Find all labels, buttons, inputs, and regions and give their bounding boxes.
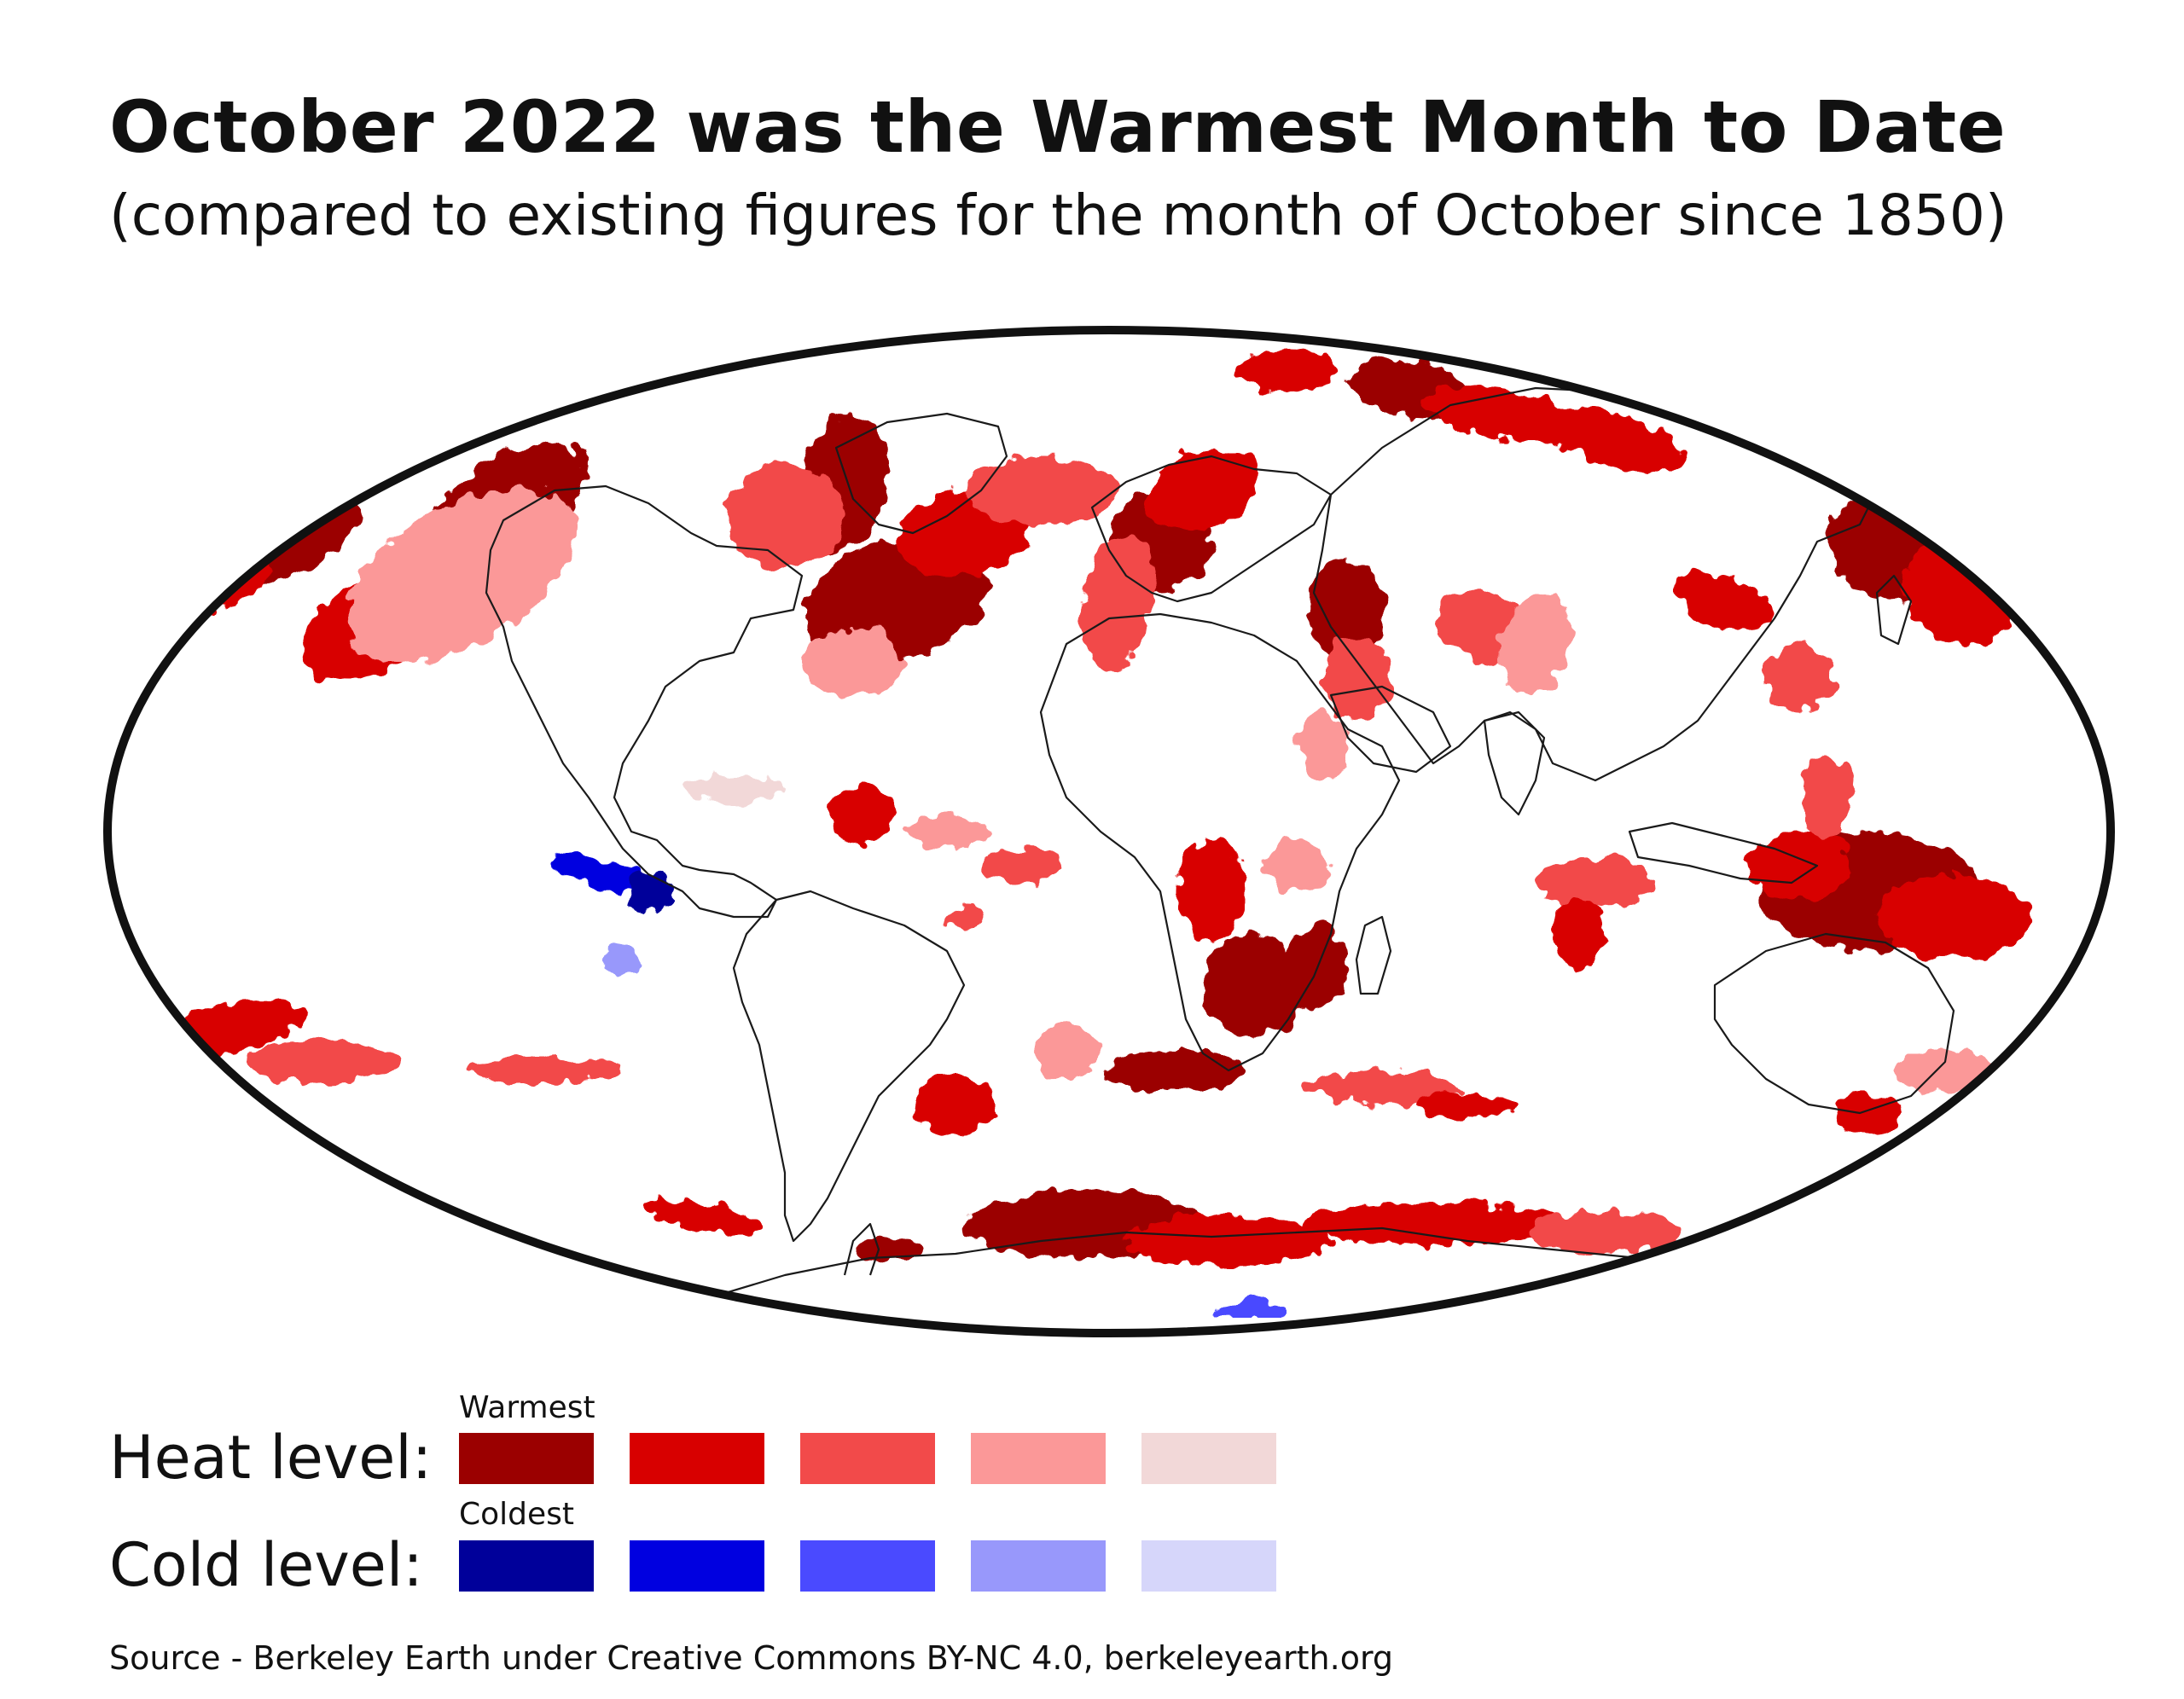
heat-level-label: Heat level: <box>109 1423 433 1493</box>
coastline-japan <box>1875 574 1913 646</box>
heat-anomaly-tropical-atlantic-49 <box>981 849 1066 883</box>
heat-anomaly-south-atlantic-south-indian-36 <box>1416 1092 1519 1117</box>
world-map <box>102 320 2116 1343</box>
heat-anomaly-new-zealand-56 <box>1834 1092 1902 1134</box>
heat-level-swatch-4 <box>971 1433 1106 1484</box>
heat-anomaly-northeast-asia-pacific-24 <box>1766 644 1834 712</box>
heat-anomaly-south-atlantic-south-indian-37 <box>1032 1028 1101 1079</box>
heat-level-swatch-1 <box>459 1433 594 1484</box>
coastline-new-zealand <box>1986 1090 2015 1153</box>
heat-anomaly-south-atlantic-south-indian-35 <box>1305 1070 1459 1105</box>
globe-background <box>107 330 2111 1333</box>
heat-anomaly-southern-africa-29 <box>1203 934 1305 1036</box>
cold-anomaly-eastern-tropical-pacific-2 <box>606 942 640 977</box>
coastline-south-america <box>732 890 966 1243</box>
heat-level-swatch-2 <box>630 1433 764 1484</box>
cold-level-swatch-5 <box>1141 1540 1276 1592</box>
heat-anomaly-north-atlantic-central-9 <box>964 456 1118 525</box>
coastline-europe <box>1090 455 1333 603</box>
heat-anomaly-southern-africa-33 <box>1263 840 1331 891</box>
warmest-caption: Warmest <box>459 1390 595 1425</box>
coastline-australia <box>1713 932 1955 1115</box>
heat-anomaly-indian-ocean-east-55 <box>1499 594 1572 694</box>
cold-level-swatch-2 <box>630 1540 764 1592</box>
globe-outline <box>103 326 2115 1337</box>
heat-level-swatch-3 <box>800 1433 935 1484</box>
heat-anomaly-north-pacific-central-4 <box>345 488 577 664</box>
source-note: Source - Berkeley Earth under Creative C… <box>109 1639 1394 1677</box>
heat-anomaly-antarctica-coast-44 <box>1305 1203 1561 1245</box>
cold-level-swatch-4 <box>971 1540 1106 1592</box>
heat-anomaly-indian-ocean-east-53 <box>1553 900 1604 968</box>
heat-anomaly-southern-ocean-south-pacific-41 <box>641 1198 758 1232</box>
heat-level-swatch-5 <box>1141 1433 1276 1484</box>
heat-anomaly-northeast-asia-pacific-23 <box>1674 571 1773 631</box>
coastline-africa <box>1039 612 1401 1072</box>
heat-anomaly-siberia-arctic-19 <box>1537 407 1687 472</box>
heat-anomaly-antarctica-coast-45 <box>1527 1211 1681 1254</box>
heat-anomaly-south-atlantic-south-indian-34 <box>913 1075 998 1134</box>
heat-anomaly-siberia-arctic-20 <box>1237 350 1339 392</box>
coastline-southeast-asia-islands <box>1628 821 1819 884</box>
heat-anomaly-southern-ocean-south-pacific-40 <box>469 1058 623 1083</box>
heat-anomaly-western-europe-mediterranean-12 <box>1145 449 1261 532</box>
cold-level-swatch-1 <box>459 1540 594 1592</box>
heat-anomaly-siberia-arctic-18 <box>1426 385 1577 443</box>
heat-anomaly-antarctica-coast-43 <box>1126 1215 1331 1267</box>
coastline-arabia <box>1329 685 1452 774</box>
heat-anomaly-middle-east-16 <box>1297 712 1348 780</box>
cold-anomaly-eastern-tropical-pacific-1 <box>627 870 670 913</box>
heat-anomaly-north-atlantic-central-10 <box>802 627 904 695</box>
coastline-north-america <box>485 484 804 919</box>
page-subtitle: (compared to existing figures for the mo… <box>109 183 2007 248</box>
heat-anomaly-middle-east-14 <box>1310 559 1386 661</box>
heat-anomaly-middle-east-15 <box>1322 635 1391 721</box>
coastline-antarctic-peninsula <box>843 1222 880 1276</box>
heat-anomaly-tropical-atlantic-48 <box>904 815 990 849</box>
heat-anomaly-maritime-continent-north-australia-28 <box>1800 755 1851 840</box>
map-svg <box>103 326 2115 1337</box>
heat-anomaly-maritime-continent-north-australia-27 <box>1749 832 1851 900</box>
coastline-greenland <box>834 412 1008 535</box>
cold-level-label: Cold level: <box>109 1530 423 1600</box>
anomaly-layer <box>136 350 2030 1318</box>
heat-anomaly-indian-ocean-east-52 <box>1536 857 1655 908</box>
coldest-caption: Coldest <box>459 1497 575 1532</box>
heat-anomaly-north-atlantic-west-6 <box>725 465 845 567</box>
cold-level-swatch-3 <box>800 1540 935 1592</box>
coastline-india <box>1483 710 1546 816</box>
heat-anomaly-tropical-atlantic-47 <box>828 785 896 844</box>
heat-anomaly-southern-africa-31 <box>1177 840 1246 942</box>
heat-anomaly-southern-africa-30 <box>1278 926 1350 1010</box>
heat-anomaly-southern-ocean-south-pacific-39 <box>247 1041 401 1083</box>
heat-anomaly-tropical-atlantic-51 <box>943 904 985 930</box>
heat-anomaly-maritime-continent-north-australia-26 <box>1877 874 2030 960</box>
coastline-madagascar <box>1355 915 1392 995</box>
heat-anomaly-southern-africa-32 <box>1109 1049 1246 1092</box>
heat-anomaly-tropical-atlantic-50 <box>682 776 785 802</box>
cold-anomaly-antarctica-interior-3 <box>1216 1301 1284 1318</box>
heat-anomaly-new-zealand-57 <box>1894 1049 1996 1092</box>
heat-anomaly-western-europe-mediterranean-13 <box>1082 533 1153 670</box>
page-title: October 2022 was the Warmest Month to Da… <box>109 85 2007 169</box>
coastline-antarctica <box>699 1226 1809 1302</box>
